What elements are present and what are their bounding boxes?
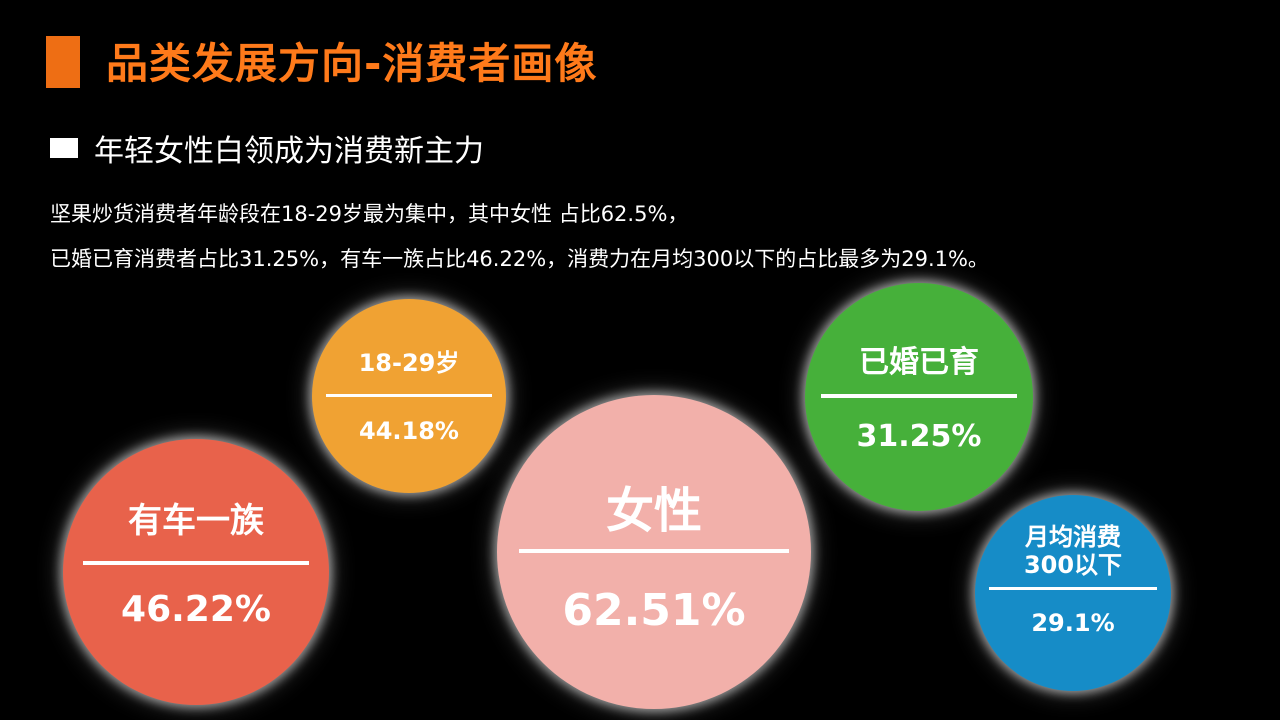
bubble-divider — [83, 561, 309, 565]
bubble-monthly-spend: 月均消费 300以下 29.1% — [975, 495, 1171, 691]
page-title: 品类发展方向-消费者画像 — [106, 39, 598, 88]
bubble-label: 月均消费 300以下 — [975, 523, 1171, 579]
bubble-divider — [519, 549, 789, 553]
body-text-line-2: 已婚已育消费者占比31.25%，有车一族占比46.22%，消费力在月均300以下… — [50, 247, 989, 271]
bubble-car-owners: 有车一族 46.22% — [63, 439, 329, 705]
bullet-square-icon — [50, 138, 78, 158]
bubble-divider — [326, 394, 492, 397]
bubble-value: 46.22% — [121, 589, 271, 630]
bubble-married-with-kids: 已婚已育 31.25% — [805, 283, 1033, 511]
bubble-label-line-2: 300以下 — [1023, 551, 1123, 579]
title-accent-bar — [46, 36, 80, 88]
bubble-value: 44.18% — [359, 417, 459, 445]
body-text-line-1: 坚果炒货消费者年龄段在18-29岁最为集中，其中女性 占比62.5%， — [50, 202, 689, 226]
bubble-age-group: 18-29岁 44.18% — [312, 299, 506, 493]
bubble-label: 女性 — [605, 483, 702, 539]
bubble-label: 18-29岁 — [358, 349, 460, 377]
bubble-value: 29.1% — [1031, 609, 1115, 637]
bubble-female: 女性 62.51% — [497, 395, 811, 709]
bubble-label-line-1: 月均消费 — [1025, 523, 1121, 551]
bubble-label: 有车一族 — [128, 501, 264, 541]
bubble-label: 已婚已育 — [859, 345, 979, 380]
bubble-value: 31.25% — [856, 419, 982, 454]
bubble-value: 62.51% — [562, 585, 746, 636]
bubble-divider — [989, 587, 1157, 590]
subtitle: 年轻女性白领成为消费新主力 — [94, 134, 484, 169]
bubble-divider — [821, 394, 1017, 398]
